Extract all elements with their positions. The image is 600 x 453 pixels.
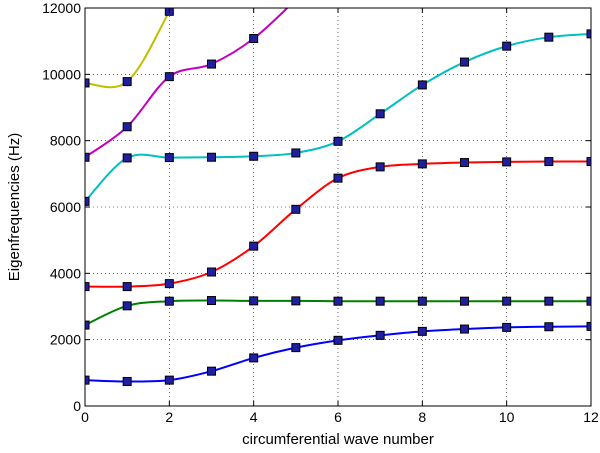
- data-point: [207, 296, 216, 306]
- data-point: [249, 296, 259, 306]
- data-point: [544, 322, 554, 332]
- data-point: [122, 376, 132, 386]
- data-point: [502, 41, 512, 51]
- data-point: [586, 29, 591, 39]
- data-point: [85, 152, 90, 162]
- x-tick-label: 12: [583, 409, 599, 425]
- data-point: [122, 301, 132, 311]
- data-point: [249, 353, 259, 363]
- x-tick-label: 6: [334, 409, 342, 425]
- data-point: [333, 296, 343, 306]
- data-point: [460, 158, 469, 168]
- data-point: [291, 204, 301, 214]
- data-point: [502, 296, 512, 306]
- y-axis-label: Eigenfrequencies (Hz): [6, 133, 23, 281]
- data-point: [207, 366, 216, 376]
- data-point: [375, 330, 385, 340]
- data-point: [122, 77, 132, 87]
- data-point: [586, 157, 591, 167]
- data-point: [85, 375, 90, 385]
- y-tick-label: 0: [73, 398, 81, 414]
- data-point: [122, 122, 132, 132]
- y-tick-label: 12000: [42, 0, 81, 16]
- x-tick-label: 0: [81, 409, 89, 425]
- data-point: [207, 152, 216, 162]
- x-tick-label: 2: [165, 409, 173, 425]
- data-point: [291, 343, 301, 353]
- axis-ticks: 0 2 4 6 8 10 12 0 2000 4000 6000 8000 10000 12000: [42, 0, 599, 425]
- x-axis-label: circumferential wave number: [242, 431, 434, 448]
- data-point: [586, 296, 591, 306]
- x-tick-label: 4: [250, 409, 258, 425]
- x-tick-label: 10: [499, 409, 515, 425]
- data-point: [164, 279, 174, 289]
- data-point: [333, 173, 343, 183]
- data-point: [586, 321, 591, 331]
- data-point: [460, 57, 469, 67]
- data-point: [207, 267, 216, 277]
- data-point: [292, 0, 300, 4]
- data-point: [164, 375, 174, 385]
- data-point: [249, 241, 259, 251]
- y-tick-label: 10000: [42, 66, 81, 82]
- data-point: [375, 296, 385, 306]
- data-point: [122, 153, 132, 163]
- data-point: [207, 59, 216, 69]
- y-tick-label: 6000: [50, 199, 81, 215]
- data-point: [164, 296, 174, 306]
- data-point: [291, 296, 301, 306]
- data-point: [375, 162, 385, 172]
- data-point: [333, 136, 343, 146]
- x-tick-label: 8: [418, 409, 426, 425]
- data-point: [460, 296, 469, 306]
- data-point: [417, 296, 427, 306]
- data-point: [85, 78, 90, 88]
- data-point: [417, 326, 427, 336]
- series-line: [85, 8, 173, 89]
- y-tick-label: 8000: [50, 133, 81, 149]
- data-point: [502, 157, 512, 167]
- data-point: [544, 32, 554, 42]
- series-layer: [85, 0, 591, 386]
- data-point: [544, 157, 554, 167]
- series-1: [85, 321, 591, 386]
- data-point: [122, 282, 132, 292]
- data-point: [333, 335, 343, 345]
- data-point: [164, 153, 174, 163]
- data-point: [375, 109, 385, 119]
- series-3: [85, 157, 591, 292]
- data-point: [85, 320, 90, 330]
- y-tick-label: 4000: [50, 265, 81, 281]
- data-point: [544, 296, 554, 306]
- data-point: [417, 80, 427, 90]
- series-2: [85, 296, 591, 330]
- data-point: [85, 196, 90, 206]
- data-point: [291, 148, 301, 158]
- series-4: [85, 29, 591, 206]
- data-point: [249, 34, 259, 44]
- data-point: [164, 72, 174, 82]
- y-tick-label: 2000: [50, 332, 81, 348]
- data-point: [502, 322, 512, 332]
- data-point: [417, 159, 427, 169]
- data-point: [460, 324, 469, 334]
- series-5: [85, 0, 300, 162]
- data-point: [85, 282, 90, 292]
- data-point: [249, 151, 259, 161]
